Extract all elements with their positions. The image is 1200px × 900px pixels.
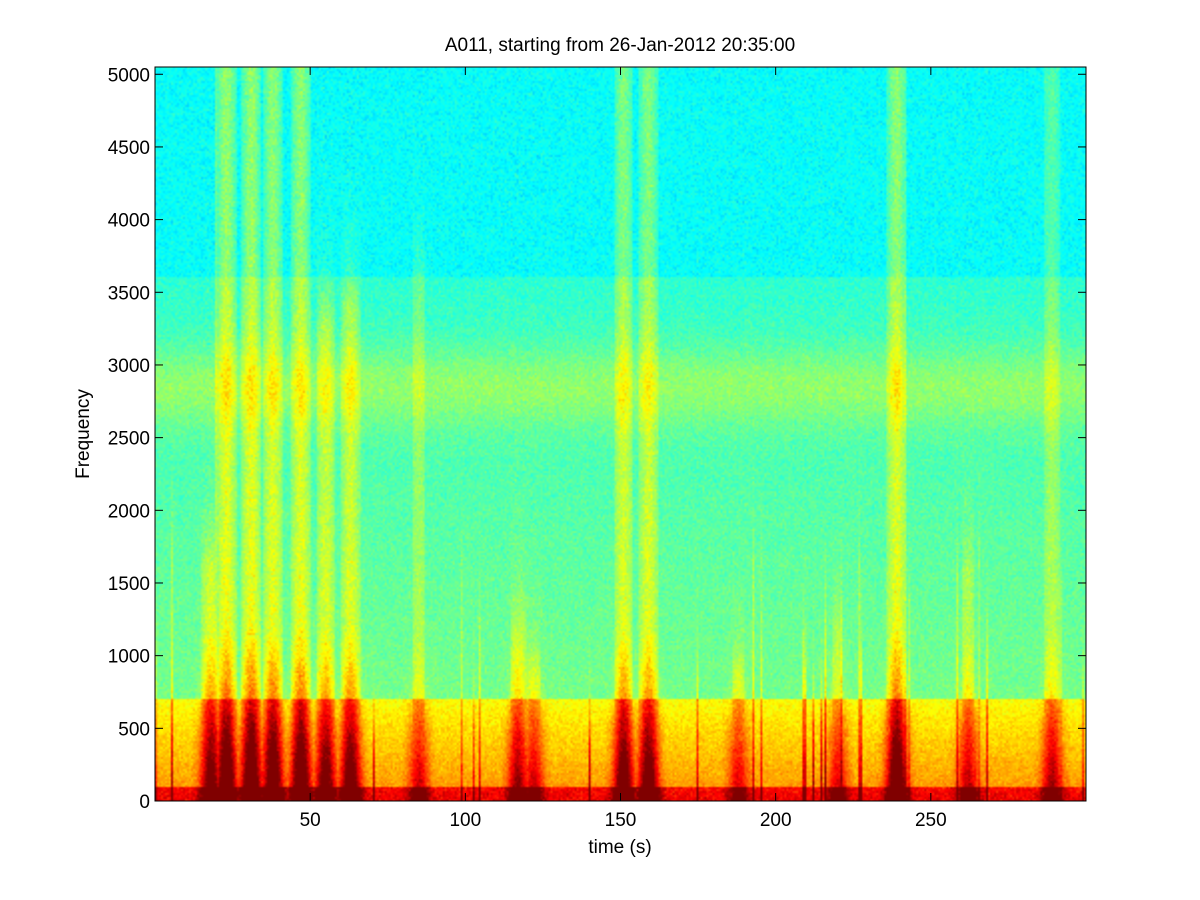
plot-area — [155, 67, 1086, 801]
x-axis-label: time (s) — [588, 837, 651, 858]
y-tick-label: 3500 — [108, 283, 150, 304]
y-tick-label: 4500 — [108, 138, 150, 159]
y-tick-label: 4000 — [108, 211, 150, 232]
y-tick-label: 1000 — [108, 647, 150, 668]
y-axis-label: Frequency — [73, 389, 94, 479]
chart-title: A011, starting from 26-Jan-2012 20:35:00 — [445, 35, 795, 56]
y-tick-label: 500 — [118, 719, 150, 740]
y-tick-label: 2500 — [108, 429, 150, 450]
x-axis-ticks: 50 100 150 200 250 — [300, 67, 947, 831]
x-tick-label: 250 — [915, 810, 947, 831]
y-tick-label: 5000 — [108, 65, 150, 86]
y-tick-label: 1500 — [108, 574, 150, 595]
y-axis-ticks: 0 500 1000 1500 2000 2500 3000 3500 4000 4500 5000 — [108, 65, 1086, 813]
spectrogram-image — [155, 67, 1086, 801]
x-tick-label: 100 — [449, 810, 481, 831]
y-tick-label: 3000 — [108, 356, 150, 377]
y-tick-label: 2000 — [108, 501, 150, 522]
y-tick-label: 0 — [139, 792, 150, 813]
x-tick-label: 200 — [760, 810, 792, 831]
x-tick-label: 50 — [300, 810, 321, 831]
x-tick-label: 150 — [605, 810, 637, 831]
